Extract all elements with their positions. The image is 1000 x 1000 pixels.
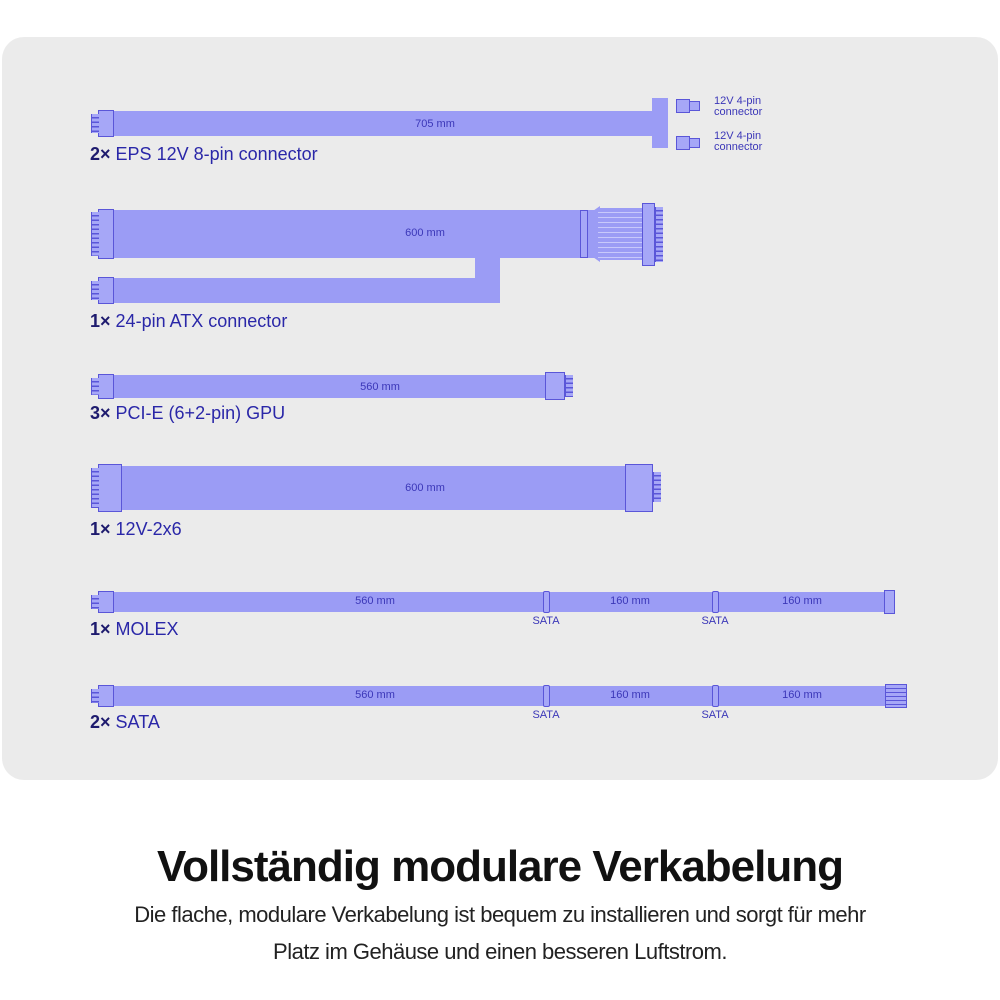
branch-label: 12V 4-pin connector xyxy=(714,95,763,118)
length-label: 600 mm xyxy=(405,482,445,494)
cable-label: 3× PCI-E (6+2-pin) GPU xyxy=(90,403,286,423)
length-label: 600 mm xyxy=(405,227,445,239)
length-label: 160 mm xyxy=(782,595,822,607)
length-label: 160 mm xyxy=(610,595,650,607)
sata-tap-label: SATA xyxy=(532,615,560,627)
branch-label: 12V 4-pin connector xyxy=(714,130,763,153)
length-label: 560 mm xyxy=(355,595,395,607)
length-label: 560 mm xyxy=(355,689,395,701)
cable-diagram-panel xyxy=(2,37,998,780)
heading: Vollständig modulare Verkabelung xyxy=(156,842,844,891)
description-line: Platz im Gehäuse und einen besseren Luft… xyxy=(273,939,727,964)
length-label: 560 mm xyxy=(360,381,400,393)
cable-label: 1× 24-pin ATX connector xyxy=(90,311,288,331)
sata-tap-label: SATA xyxy=(532,709,560,721)
cable-label: 2× EPS 12V 8-pin connector xyxy=(90,144,318,164)
cable-label: 2× SATA xyxy=(90,712,160,732)
cable-label: 1× 12V-2x6 xyxy=(90,519,182,539)
length-label: 160 mm xyxy=(610,689,650,701)
length-label: 160 mm xyxy=(782,689,822,701)
description-line: Die flache, modulare Verkabelung ist beq… xyxy=(134,902,866,927)
sata-tap-label: SATA xyxy=(701,709,729,721)
sata-tap-label: SATA xyxy=(701,615,729,627)
cable-label: 1× MOLEX xyxy=(90,619,179,639)
length-label: 705 mm xyxy=(415,118,455,130)
